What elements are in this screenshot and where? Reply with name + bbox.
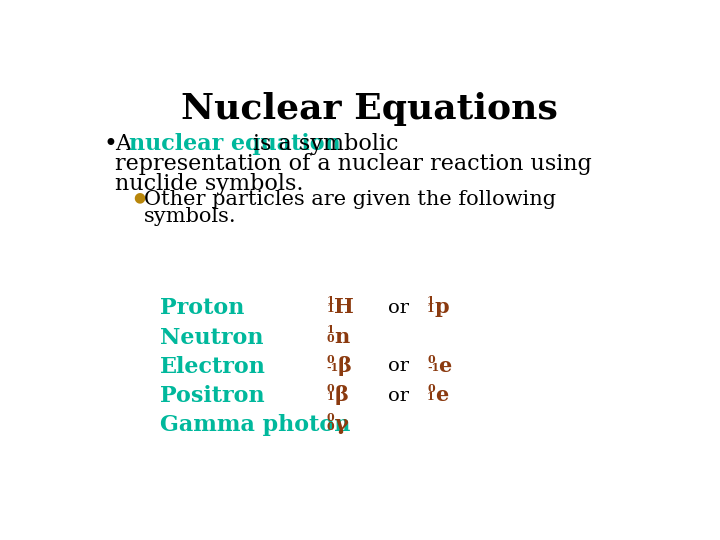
Text: 0: 0 [326,354,334,364]
Text: 0: 0 [427,383,435,394]
Text: •: • [104,132,118,156]
Text: 1: 1 [326,295,334,306]
Text: or: or [388,387,410,404]
Text: e: e [435,385,448,405]
Text: 0: 0 [326,412,334,423]
Text: 1: 1 [427,295,435,306]
Text: -1: -1 [326,362,338,373]
Text: 1: 1 [427,392,435,402]
Text: β: β [337,356,351,376]
Text: 0: 0 [427,354,435,364]
Text: 1: 1 [326,392,334,402]
Text: 0: 0 [326,421,334,431]
Text: nuclide symbols.: nuclide symbols. [114,173,303,194]
Text: 1: 1 [326,303,334,314]
Text: Neutron: Neutron [160,327,264,349]
Text: 0: 0 [326,383,334,394]
Text: or: or [388,357,410,375]
Text: 1: 1 [326,325,334,335]
Text: 1: 1 [427,303,435,314]
Text: e: e [438,356,451,376]
Text: nuclear equation: nuclear equation [129,132,341,154]
Text: Gamma photon: Gamma photon [160,414,350,436]
Text: symbols.: symbols. [144,207,237,226]
Text: 0: 0 [326,333,334,344]
Text: β: β [334,385,348,405]
Text: is a symbolic: is a symbolic [253,132,398,154]
Text: -1: -1 [427,362,439,373]
Text: Nuclear Equations: Nuclear Equations [181,92,557,126]
Text: γ: γ [334,414,348,434]
Text: Proton: Proton [160,298,244,319]
Text: or: or [388,299,410,317]
Text: n: n [334,327,349,347]
Text: Electron: Electron [160,356,266,378]
Text: representation of a nuclear reaction using: representation of a nuclear reaction usi… [114,153,592,174]
Text: H: H [334,298,354,318]
Text: Other particles are given the following: Other particles are given the following [144,190,557,210]
Text: A: A [114,132,131,154]
Text: ●: ● [133,190,145,204]
Text: Positron: Positron [160,385,264,407]
Text: p: p [435,298,449,318]
